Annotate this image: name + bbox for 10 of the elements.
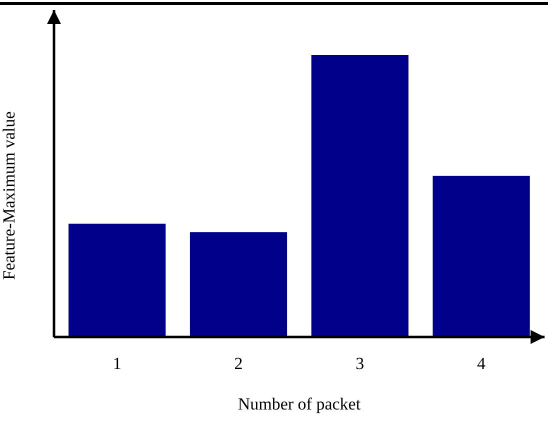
x-axis-title: Number of packet (238, 394, 361, 414)
bar (68, 224, 166, 336)
bar (432, 176, 530, 336)
x-tick-label: 1 (112, 354, 122, 373)
bar (311, 55, 408, 336)
bar (190, 232, 288, 336)
x-tick-label: 3 (356, 354, 364, 373)
y-axis-title: Feature-Maximum value (0, 111, 19, 280)
x-tick-label: 4 (477, 354, 486, 373)
x-tick-label: 2 (234, 354, 243, 373)
